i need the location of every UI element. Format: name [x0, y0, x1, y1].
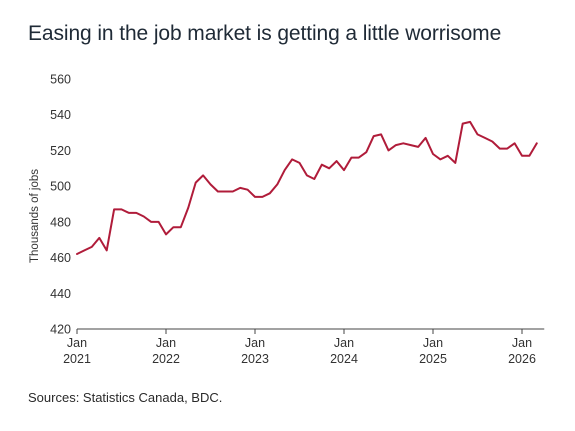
y-axis-title: Thousands of jobs [29, 169, 41, 263]
y-tick-label: 460 [50, 251, 71, 265]
x-tick-label-month: Jan [245, 336, 265, 350]
x-tick-label-month: Jan [67, 336, 87, 350]
y-tick-label: 440 [50, 287, 71, 301]
x-tick-label-year: 2022 [152, 352, 180, 366]
x-tick-label-year: 2025 [419, 352, 447, 366]
y-tick-label: 540 [50, 108, 71, 122]
x-tick-label-year: 2021 [63, 352, 91, 366]
x-tick-label-month: Jan [334, 336, 354, 350]
x-tick-label-year: 2023 [241, 352, 269, 366]
y-tick-label: 560 [50, 73, 71, 87]
x-tick-label-month: Jan [156, 336, 176, 350]
source-note: Sources: Statistics Canada, BDC. [28, 390, 223, 405]
y-tick-label: 480 [50, 215, 71, 229]
x-tick-label-month: Jan [512, 336, 532, 350]
y-tick-label: 420 [50, 323, 71, 337]
chart-title: Easing in the job market is getting a li… [28, 22, 502, 45]
x-tick-label-month: Jan [423, 336, 443, 350]
y-tick-label: 520 [50, 144, 71, 158]
x-tick-label-year: 2026 [508, 352, 536, 366]
x-tick-label-year: 2024 [330, 352, 358, 366]
y-tick-label: 500 [50, 180, 71, 194]
series-line [76, 120, 538, 255]
